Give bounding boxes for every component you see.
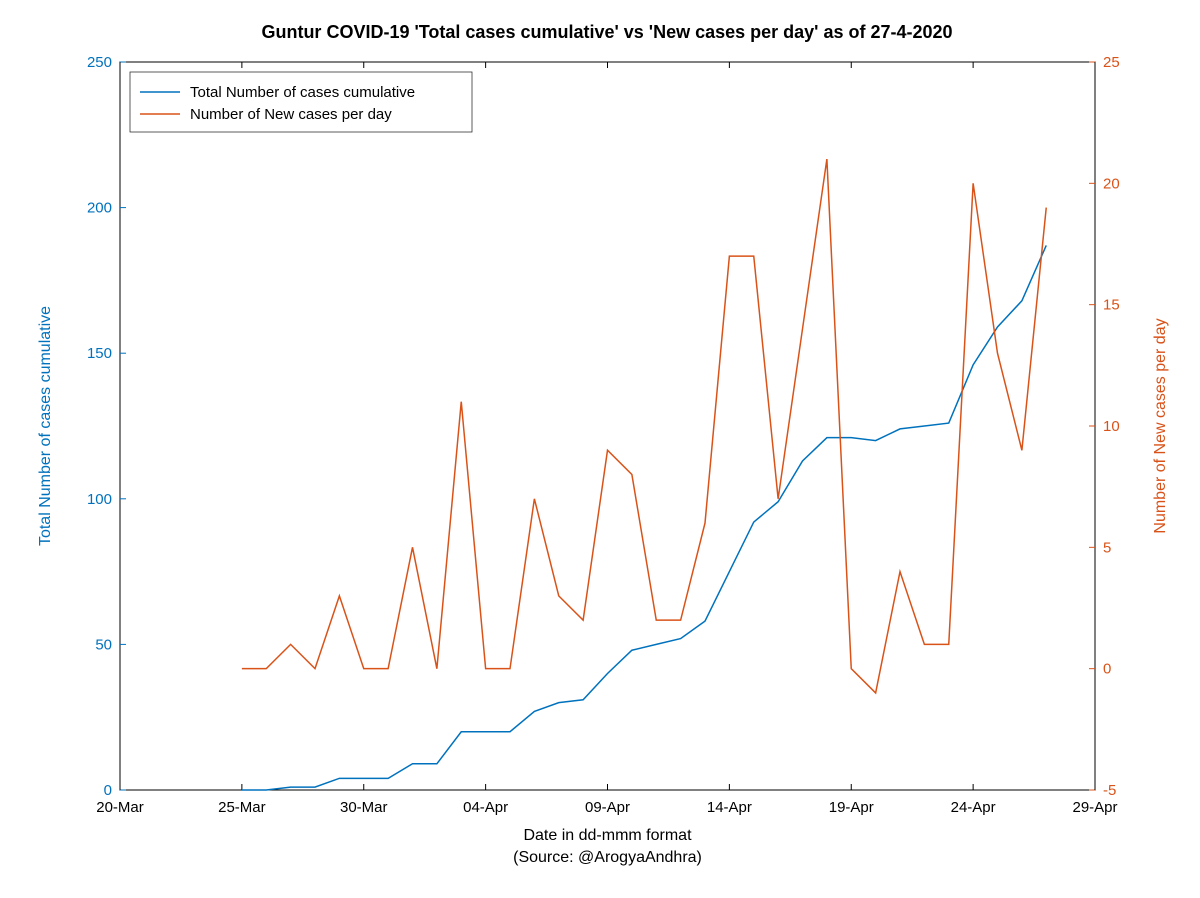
svg-text:20: 20 xyxy=(1103,175,1120,192)
legend: Total Number of cases cumulative Number o… xyxy=(130,72,472,132)
svg-text:150: 150 xyxy=(87,345,112,362)
y-left-label: Total Number of cases cumulative xyxy=(37,306,54,546)
svg-text:09-Apr: 09-Apr xyxy=(585,799,630,816)
svg-text:Number of New cases per day: Number of New cases per day xyxy=(190,106,392,123)
x-label-line2: (Source: @ArogyaAndhra) xyxy=(513,849,702,866)
svg-text:04-Apr: 04-Apr xyxy=(463,799,508,816)
svg-text:0: 0 xyxy=(1103,661,1111,678)
svg-text:25: 25 xyxy=(1103,54,1120,71)
svg-text:50: 50 xyxy=(95,636,112,653)
plot-area-border xyxy=(120,62,1095,790)
svg-text:250: 250 xyxy=(87,54,112,71)
chart-title: Guntur COVID-19 'Total cases cumulative'… xyxy=(261,22,952,42)
y-right-ticks: -5 0 5 10 15 20 25 xyxy=(1089,54,1120,799)
svg-text:15: 15 xyxy=(1103,297,1120,314)
svg-text:Total Number of cases cumulati: Total Number of cases cumulative xyxy=(190,84,415,101)
svg-text:5: 5 xyxy=(1103,539,1111,556)
svg-text:29-Apr: 29-Apr xyxy=(1072,799,1117,816)
svg-text:200: 200 xyxy=(87,200,112,217)
svg-text:30-Mar: 30-Mar xyxy=(340,799,388,816)
legend-box xyxy=(130,72,472,132)
svg-text:14-Apr: 14-Apr xyxy=(707,799,752,816)
svg-text:25-Mar: 25-Mar xyxy=(218,799,266,816)
svg-text:100: 100 xyxy=(87,491,112,508)
svg-text:24-Apr: 24-Apr xyxy=(951,799,996,816)
svg-text:0: 0 xyxy=(104,782,112,799)
svg-text:-5: -5 xyxy=(1103,782,1116,799)
x-label-line1: Date in dd-mmm format xyxy=(523,827,692,844)
x-ticks: 20-Mar 25-Mar 30-Mar 04-Apr 09-Apr 14-Apr 19-A… xyxy=(96,62,1117,816)
y-right-label: Number of New cases per day xyxy=(1152,318,1169,533)
svg-text:10: 10 xyxy=(1103,418,1120,435)
svg-text:20-Mar: 20-Mar xyxy=(96,799,144,816)
series-cumulative xyxy=(242,245,1046,790)
svg-text:19-Apr: 19-Apr xyxy=(829,799,874,816)
